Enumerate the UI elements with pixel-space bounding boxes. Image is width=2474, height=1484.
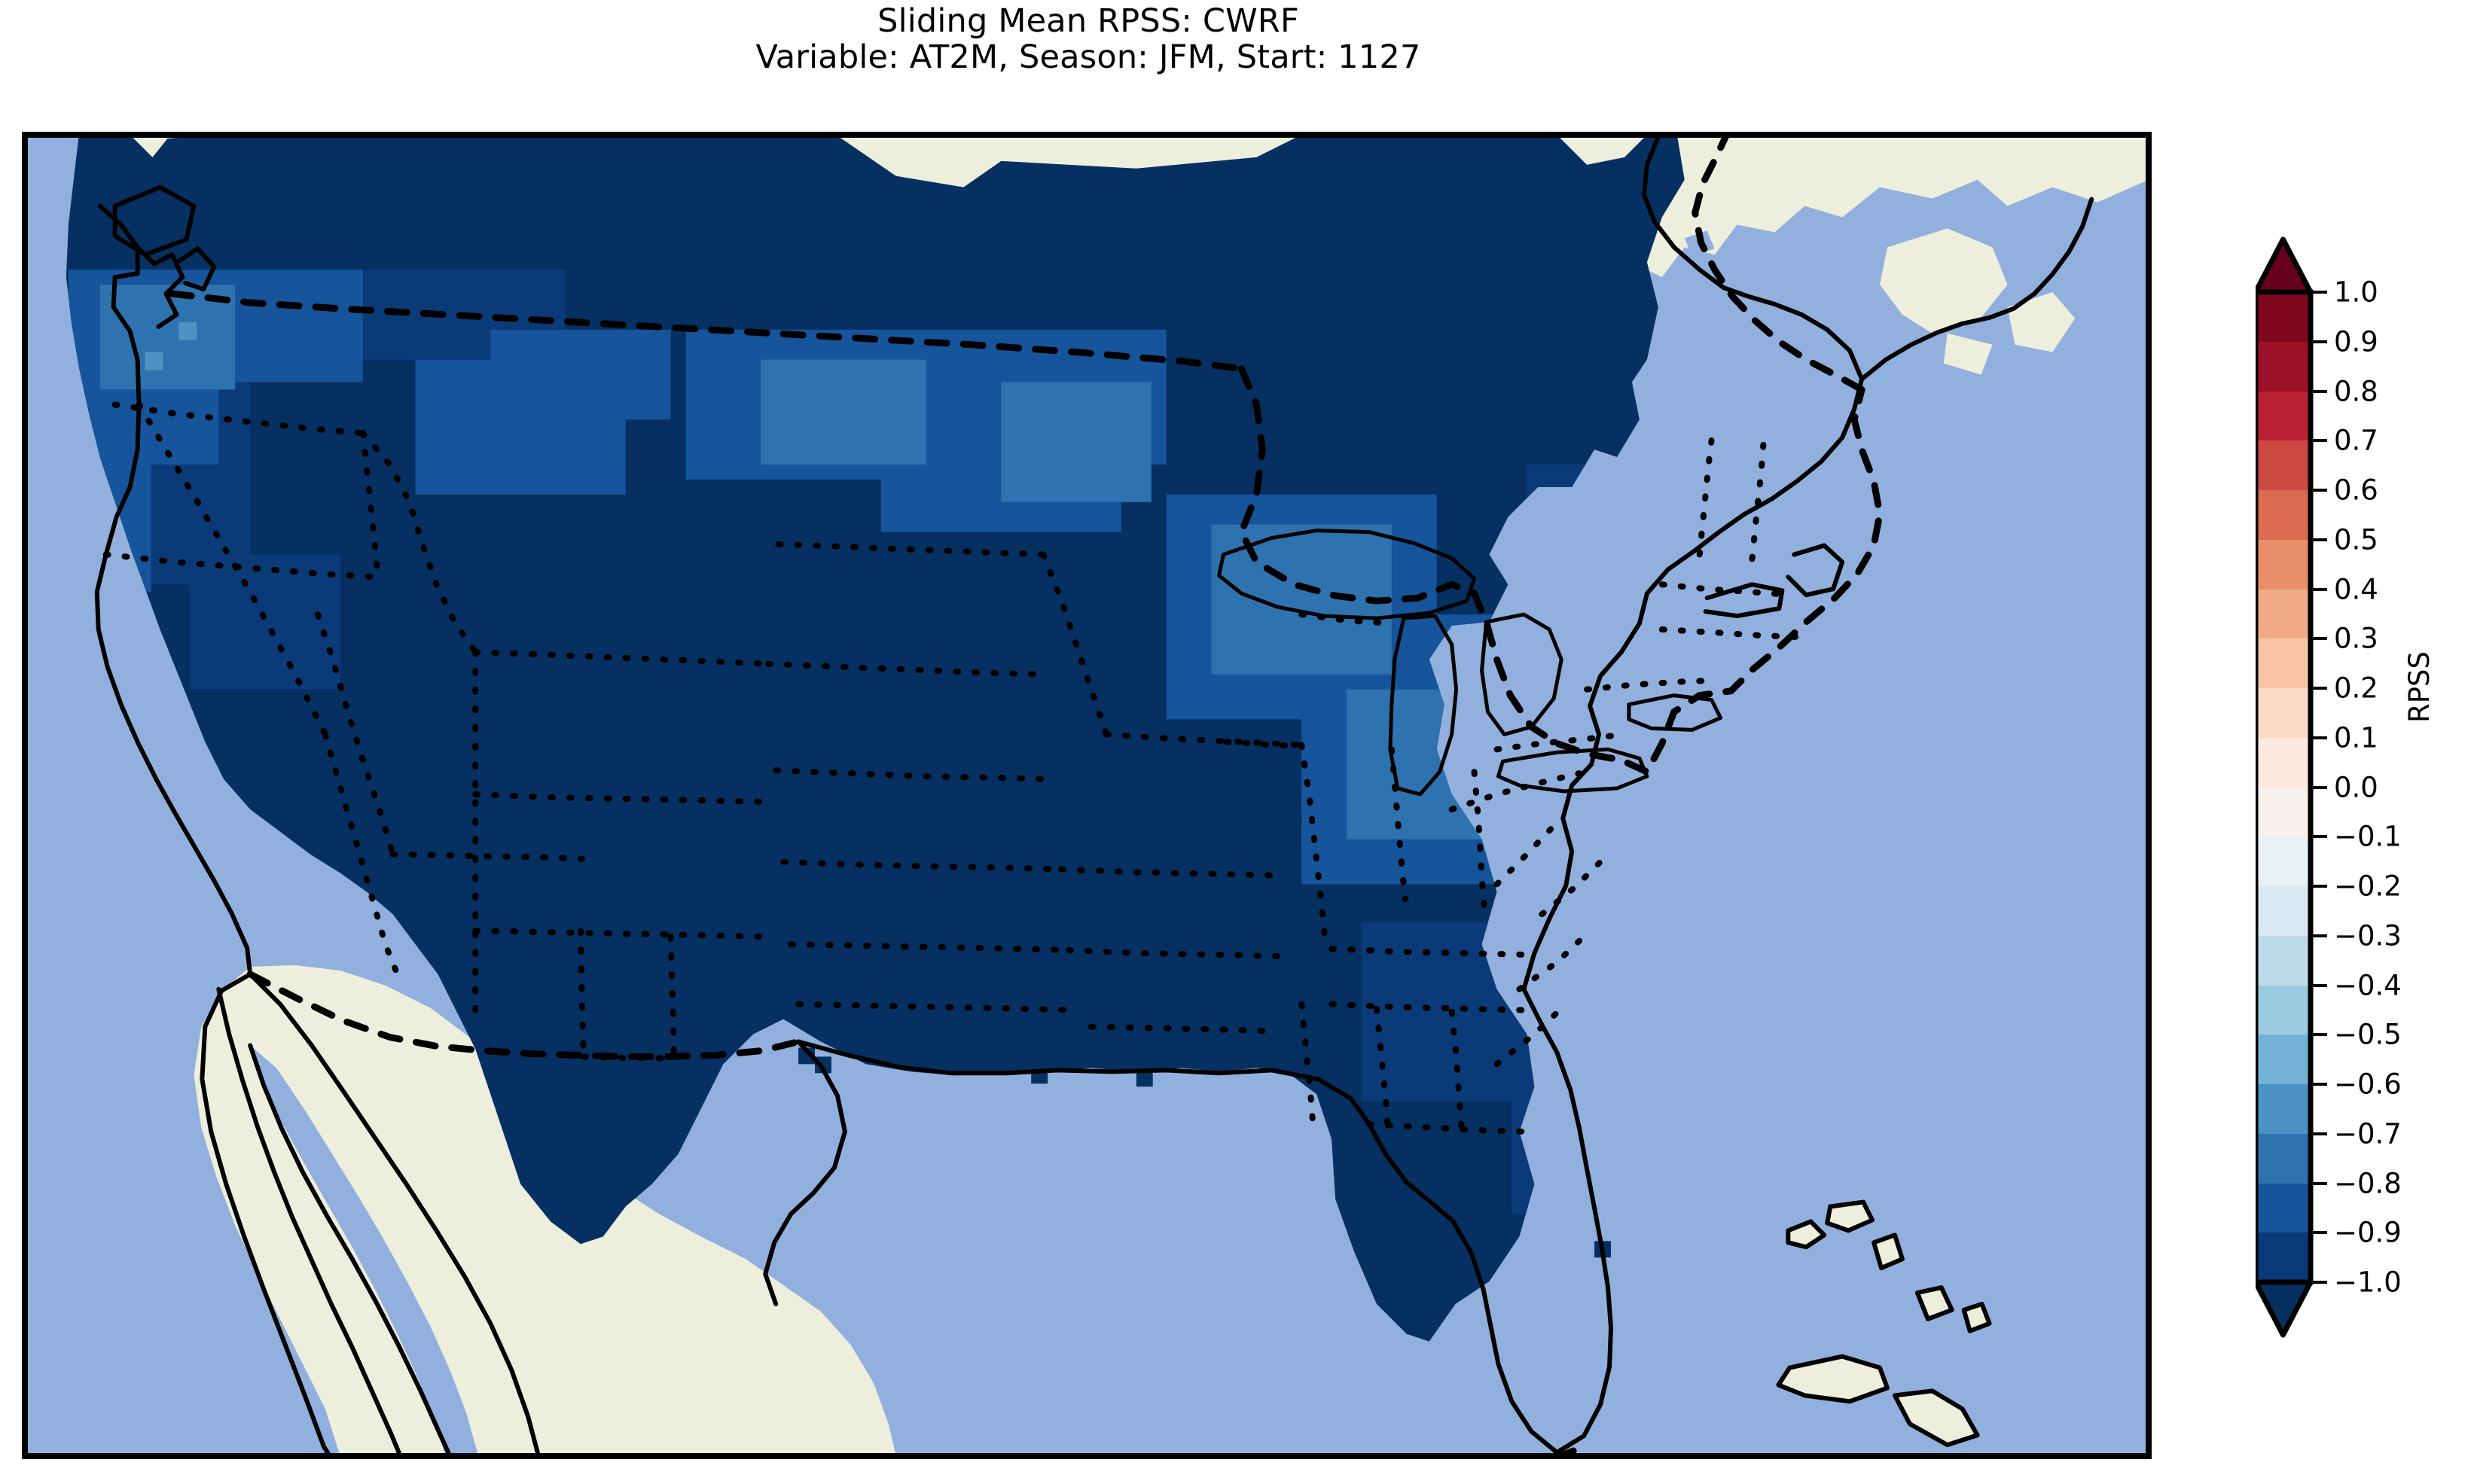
- colorbar-tick-label: 1.0: [2334, 276, 2378, 309]
- colorbar-band: [2256, 391, 2311, 441]
- colorbar-min-arrow: [2256, 1279, 2314, 1338]
- colorbar-band: [2256, 292, 2311, 343]
- colorbar-tick: [2311, 1281, 2327, 1284]
- colorbar-tick-label: −0.5: [2334, 1018, 2402, 1051]
- colorbar-band: [2256, 1233, 2311, 1283]
- map-canvas: [25, 135, 2149, 1456]
- colorbar-band: [2256, 638, 2311, 689]
- colorbar-tick: [2311, 785, 2327, 789]
- colorbar-tick-label: 0.4: [2334, 573, 2378, 605]
- colorbar-tick-label: −0.1: [2334, 820, 2402, 853]
- colorbar-tick-label: 0.2: [2334, 672, 2378, 705]
- colorbar-band: [2256, 490, 2311, 541]
- colorbar-tick: [2311, 1132, 2327, 1135]
- coastline-layer: [94, 135, 2094, 1456]
- colorbar-tick-label: 0.9: [2334, 325, 2378, 358]
- colorbar-tick-label: −0.6: [2334, 1068, 2402, 1101]
- colorbar-band: [2256, 341, 2311, 392]
- colorbar-band: [2256, 1183, 2311, 1233]
- colorbar-tick-label: 0.5: [2334, 523, 2378, 556]
- colorbar-gradient: [2256, 292, 2311, 1283]
- colorbar-band: [2256, 440, 2311, 491]
- chart-subtitle: Variable: AT2M, Season: JFM, Start: 1127: [755, 38, 1421, 77]
- colorbar-tick: [2311, 983, 2327, 987]
- colorbar-tick-label: 0.3: [2334, 622, 2378, 655]
- colorbar-tick-label: 0.1: [2334, 721, 2378, 754]
- colorbar-band: [2256, 1035, 2311, 1085]
- map-panel[interactable]: [22, 132, 2152, 1459]
- colorbar-tick-label: −0.3: [2334, 919, 2402, 952]
- colorbar-axis-label: RPSS: [2403, 651, 2436, 723]
- colorbar-tick-label: −0.8: [2334, 1167, 2402, 1199]
- colorbar-tick-label: −1.0: [2334, 1266, 2402, 1299]
- chart-title-block: Sliding Mean RPSS: CWRF Variable: AT2M, …: [0, 3, 2177, 75]
- colorbar-tick: [2311, 389, 2327, 393]
- colorbar-tick-label: 0.0: [2334, 771, 2378, 803]
- colorbar-max-arrow: [2256, 236, 2314, 295]
- colorbar-tick: [2311, 687, 2327, 690]
- colorbar-tick: [2311, 1181, 2327, 1185]
- colorbar-tick: [2311, 885, 2327, 888]
- colorbar-tick-label: −0.4: [2334, 969, 2402, 1001]
- colorbar-tick: [2311, 934, 2327, 937]
- colorbar-band: [2256, 1133, 2311, 1184]
- colorbar-band: [2256, 935, 2311, 986]
- colorbar-tick: [2311, 439, 2327, 443]
- colorbar[interactable]: 1.0 0.9 0.8 0.7 0.6 0.5 0.4 0.3 0.2 0.1 0.0 −0.1 −0.…: [2256, 226, 2474, 1370]
- colorbar-tick: [2311, 1033, 2327, 1037]
- colorbar-tick: [2311, 291, 2327, 294]
- colorbar-band: [2256, 886, 2311, 937]
- colorbar-tick: [2311, 1231, 2327, 1235]
- colorbar-tick: [2311, 489, 2327, 492]
- colorbar-tick: [2311, 1083, 2327, 1086]
- colorbar-tick-label: −0.9: [2334, 1216, 2402, 1249]
- colorbar-tick-label: 0.8: [2334, 375, 2378, 407]
- national-borders-layer: [168, 135, 1884, 1060]
- colorbar-tick-label: 0.6: [2334, 474, 2378, 507]
- colorbar-tick-label: −0.7: [2334, 1117, 2402, 1150]
- colorbar-tick: [2311, 538, 2327, 541]
- colorbar-band: [2256, 688, 2311, 739]
- state-borders-layer: [102, 401, 1801, 1142]
- colorbar-band: [2256, 1084, 2311, 1135]
- colorbar-band: [2256, 737, 2311, 788]
- colorbar-tick: [2311, 587, 2327, 591]
- colorbar-tick: [2311, 835, 2327, 839]
- colorbar-tick: [2311, 736, 2327, 739]
- colorbar-tick-label: 0.7: [2334, 424, 2378, 457]
- colorbar-tick: [2311, 637, 2327, 641]
- colorbar-tick: [2311, 340, 2327, 343]
- colorbar-band: [2256, 589, 2311, 639]
- colorbar-band: [2256, 836, 2311, 887]
- colorbar-band: [2256, 787, 2311, 837]
- chart-title: Sliding Mean RPSS: CWRF: [877, 2, 1299, 40]
- colorbar-band: [2256, 539, 2311, 590]
- colorbar-band: [2256, 985, 2311, 1035]
- colorbar-tick-label: −0.2: [2334, 870, 2402, 903]
